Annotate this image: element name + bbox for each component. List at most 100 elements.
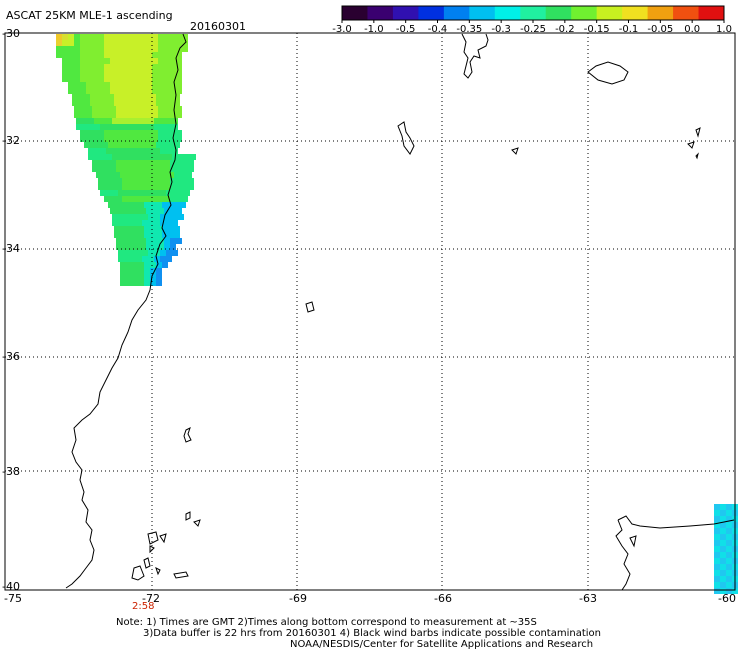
swath-cell: [118, 118, 124, 124]
swath-cell: [110, 106, 116, 112]
swath-cell: [720, 540, 726, 546]
swath-cell: [166, 154, 172, 160]
swath-cell: [128, 160, 134, 166]
swath-cell: [720, 528, 726, 534]
time-marker: 2:58: [132, 601, 155, 612]
swath-cell: [86, 130, 92, 136]
swath-cell: [74, 88, 80, 94]
swath-cell: [80, 58, 86, 64]
swath-cell: [128, 106, 134, 112]
swath-cell: [68, 58, 74, 64]
swath-cell: [110, 178, 116, 184]
swath-cell: [158, 244, 164, 250]
swath-cell: [130, 190, 136, 196]
swath-cell: [112, 118, 118, 124]
swath-cell: [126, 202, 132, 208]
swath-cell: [116, 196, 122, 202]
swath-cell: [104, 106, 110, 112]
swath-cell: [726, 552, 732, 558]
swath-cell: [150, 94, 156, 100]
swath-cell: [152, 112, 158, 118]
swath-cell: [152, 52, 158, 58]
colorbar-tick-label: -3.0: [332, 24, 352, 35]
swath-cell: [98, 76, 104, 82]
swath-cell: [144, 100, 150, 106]
swath-cell: [116, 82, 122, 88]
swath-cell: [154, 124, 160, 130]
swath-cell: [150, 142, 156, 148]
swath-cell: [152, 244, 158, 250]
swath-cell: [84, 142, 90, 148]
swath-cell: [138, 268, 144, 274]
swath-cell: [146, 238, 152, 244]
swath-cell: [150, 274, 156, 280]
colorbar-tick-label: -0.4: [427, 24, 448, 35]
swath-cell: [128, 238, 134, 244]
swath-cell: [146, 160, 152, 166]
swath-cell: [98, 166, 104, 172]
swath-cell: [156, 94, 162, 100]
swath-cell: [166, 124, 172, 130]
swath-cell: [168, 226, 174, 232]
swath-cell: [152, 130, 158, 136]
swath-cell: [144, 142, 150, 148]
swath-cell: [116, 40, 122, 46]
swath-cell: [158, 136, 164, 142]
swath-cell: [110, 52, 116, 58]
swath-cell: [80, 82, 86, 88]
swath-cell: [86, 40, 92, 46]
swath-cell: [146, 244, 152, 250]
swath-cell: [118, 250, 124, 256]
swath-cell: [114, 172, 120, 178]
swath-cell: [138, 280, 144, 286]
swath-cell: [80, 40, 86, 46]
swath-cell: [720, 588, 726, 594]
swath-cell: [116, 64, 122, 70]
swath-cell: [118, 214, 124, 220]
swath-cell: [148, 190, 154, 196]
swath-cell: [176, 136, 182, 142]
swath-cell: [134, 76, 140, 82]
swath-cell: [168, 142, 174, 148]
colorbar: [341, 5, 725, 21]
swath-cell: [720, 570, 726, 576]
swath-cell: [172, 148, 178, 154]
swath-cell: [170, 34, 176, 40]
swath-cell: [68, 46, 74, 52]
swath-cell: [170, 244, 176, 250]
swath-cell: [106, 124, 112, 130]
swath-cell: [164, 46, 170, 52]
swath-cell: [136, 124, 142, 130]
swath-cell: [182, 178, 188, 184]
swath-cell: [714, 546, 720, 552]
swath-cell: [154, 190, 160, 196]
swath-cell: [168, 100, 174, 106]
swath-cell: [104, 166, 110, 172]
swath-cell: [92, 160, 98, 166]
swath-cell: [158, 208, 164, 214]
swath-cell: [104, 58, 110, 64]
swath-cell: [122, 244, 128, 250]
swath-cell: [74, 58, 80, 64]
swath-cell: [720, 516, 726, 522]
swath-cell: [720, 522, 726, 528]
swath-cell: [108, 202, 114, 208]
swath-cell: [130, 148, 136, 154]
swath-cell: [104, 160, 110, 166]
swath-cell: [126, 94, 132, 100]
swath-cell: [128, 64, 134, 70]
swath-cell: [134, 238, 140, 244]
swath-cell: [140, 178, 146, 184]
swath-cell: [122, 178, 128, 184]
swath-cell: [80, 112, 86, 118]
swath-cell: [92, 58, 98, 64]
swath-cell: [122, 64, 128, 70]
swath-cell: [154, 214, 160, 220]
swath-cell: [108, 100, 114, 106]
swath-cell: [158, 166, 164, 172]
swath-cell: [176, 238, 182, 244]
swath-cell: [110, 88, 116, 94]
swath-cell: [86, 64, 92, 70]
swath-cell: [96, 94, 102, 100]
swath-cell: [164, 136, 170, 142]
